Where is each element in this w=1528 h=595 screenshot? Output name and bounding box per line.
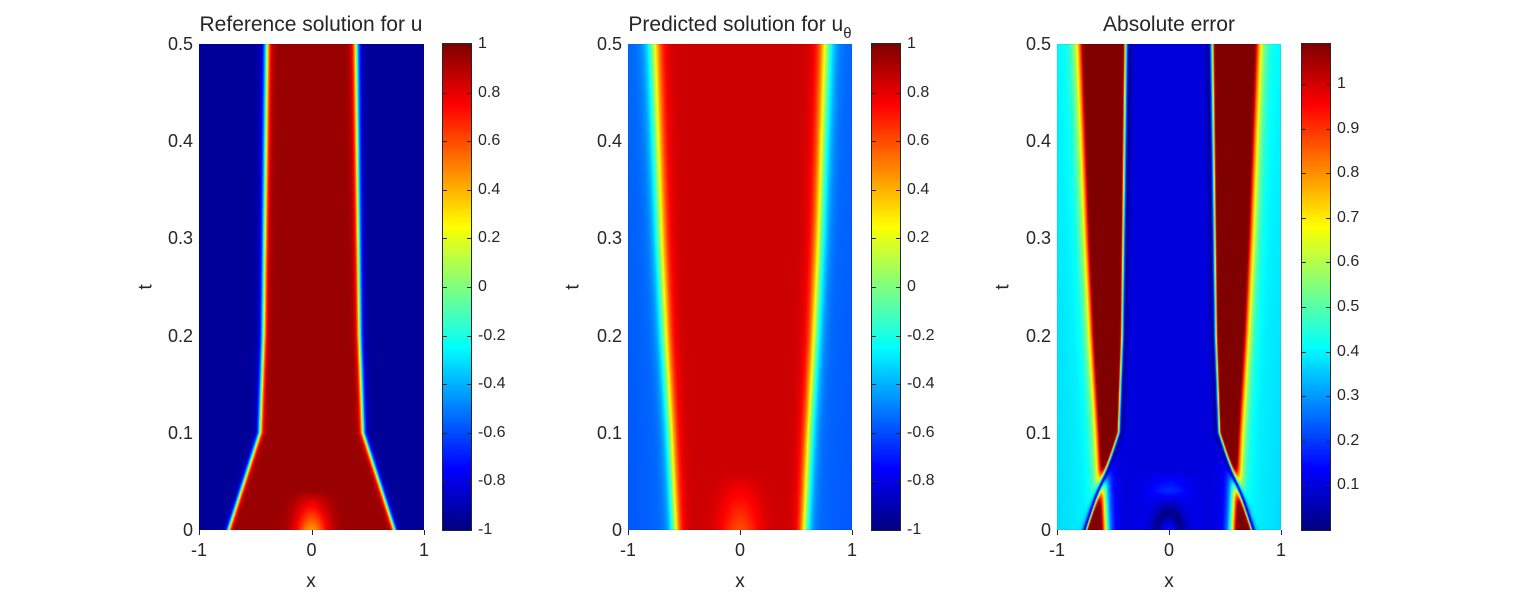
colorbar-tick-label: 0.4 <box>442 181 500 198</box>
colorbar-tick-label: 0.5 <box>1301 299 1359 315</box>
x-tick-label: 1 <box>418 530 430 560</box>
x-tick-label: 1 <box>1275 530 1287 560</box>
y-tick-label: 0.2 <box>167 325 193 346</box>
y-tick-label: 0.3 <box>596 228 622 249</box>
x-tick-label: -1 <box>1048 530 1066 560</box>
colorbar-gradient <box>872 44 900 530</box>
colorbar-tick-label: -0.4 <box>872 376 935 392</box>
colorbar-tick-label: 0.9 <box>1301 120 1359 137</box>
colorbar-tick-label: 0 <box>872 279 916 295</box>
chart-title: Reference solution for u <box>199 13 423 36</box>
chart-title: Absolute error <box>1103 13 1235 36</box>
colorbar-tick-label: 0.8 <box>871 84 929 101</box>
colorbar-tick-label: 1 <box>872 36 916 52</box>
y-tick-label: 0.4 <box>1025 131 1051 152</box>
colorbar-tick-label: 0.7 <box>1301 209 1359 226</box>
colorbar-tick-label: 0.3 <box>1301 388 1359 404</box>
colorbar-tick-label: -0.6 <box>872 424 935 441</box>
colorbar-gradient <box>443 44 471 530</box>
x-tick-label: 0 <box>306 530 317 560</box>
colorbar <box>1302 44 1330 530</box>
y-tick-label: 0.1 <box>167 422 193 443</box>
x-axis-label: x <box>306 571 316 592</box>
colorbar-tick-label: 0.8 <box>1301 165 1359 181</box>
colorbar-tick-label: 0.6 <box>442 133 500 149</box>
heatmap-image <box>199 44 424 530</box>
colorbar-tick-label: 0.8 <box>442 84 500 101</box>
colorbar-tick-label: 1 <box>1302 76 1346 92</box>
x-tick-label: -1 <box>190 530 208 560</box>
y-tick-label: 0 <box>1040 520 1051 540</box>
colorbar-tick-label: 0.2 <box>442 230 500 246</box>
colorbar-tick-label: -0.8 <box>872 473 935 489</box>
y-tick-label: 0.4 <box>596 131 622 152</box>
y-tick-label: 0.1 <box>1025 422 1051 443</box>
x-axis-label: x <box>735 571 745 592</box>
colorbar-tick-label: -0.8 <box>443 473 506 489</box>
y-tick-label: 0 <box>182 520 193 540</box>
colorbar-tick-label: 0.2 <box>1301 432 1359 449</box>
y-tick-label: 0.5 <box>596 34 622 54</box>
y-tick-label: 0.1 <box>596 422 622 443</box>
x-tick-label: 0 <box>1163 530 1175 560</box>
colorbar-tick-label: 0.2 <box>871 230 929 246</box>
x-tick-label: -1 <box>619 530 637 560</box>
heatmap-plot-area <box>1057 44 1281 530</box>
heatmap-image <box>1057 44 1281 530</box>
y-tick-label: 0.3 <box>167 228 193 249</box>
colorbar-tick-label: 0.6 <box>1301 254 1359 270</box>
y-tick-label: 0.2 <box>1025 325 1051 346</box>
y-axis-label: t <box>135 284 157 290</box>
colorbar-gradient <box>1302 44 1330 530</box>
x-tick-label: 1 <box>846 530 858 560</box>
colorbar <box>872 44 900 530</box>
colorbar-tick-label: 0 <box>443 279 487 295</box>
chart-title: Predicted solution for uθ <box>628 13 852 42</box>
colorbar-tick-label: -1 <box>871 522 921 538</box>
colorbar-tick-label: -0.4 <box>443 376 506 392</box>
x-tick-label: 0 <box>734 530 746 560</box>
colorbar-tick-label: -0.6 <box>443 424 506 441</box>
heatmap-plot-area <box>199 44 424 530</box>
y-tick-label: 0.3 <box>1025 228 1051 249</box>
y-tick-label: 0.2 <box>596 325 622 346</box>
y-axis-label: t <box>992 284 1014 290</box>
y-tick-label: 0.5 <box>1025 34 1051 54</box>
y-tick-label: 0 <box>611 520 622 540</box>
colorbar-tick-label: 0.1 <box>1301 477 1359 493</box>
y-tick-label: 0.5 <box>167 34 193 54</box>
x-axis-label: x <box>1164 571 1174 592</box>
theta-subscript: θ <box>843 25 852 42</box>
colorbar-tick-label: 0.4 <box>871 181 929 198</box>
colorbar <box>443 44 471 530</box>
heatmap-image <box>628 44 852 530</box>
colorbar-tick-label: 1 <box>443 36 487 52</box>
y-axis-label: t <box>562 284 584 290</box>
heatmap-plot-area <box>628 44 852 530</box>
colorbar-tick-label: 0.4 <box>1301 343 1359 360</box>
colorbar-tick-label: -0.2 <box>872 327 935 344</box>
colorbar-tick-label: -1 <box>442 522 492 538</box>
colorbar-tick-label: -0.2 <box>443 327 506 344</box>
colorbar-tick-label: 0.6 <box>871 133 929 149</box>
y-tick-label: 0.4 <box>167 131 193 152</box>
